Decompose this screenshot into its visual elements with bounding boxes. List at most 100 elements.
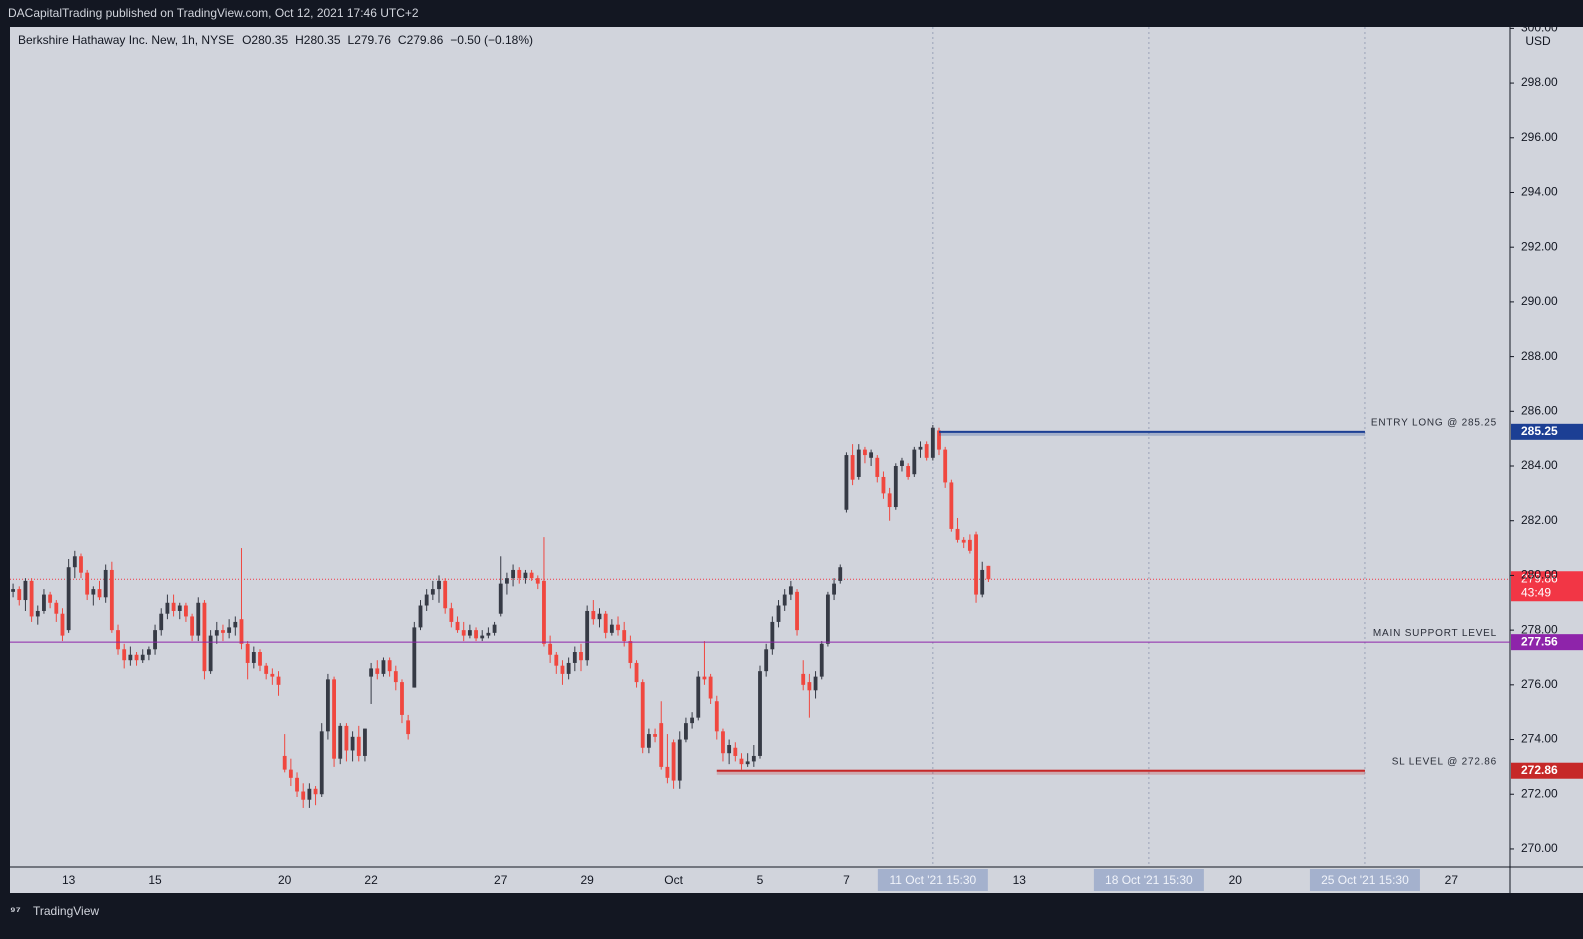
candle-body bbox=[937, 430, 941, 450]
candle-body bbox=[505, 578, 509, 584]
candle-body bbox=[319, 731, 324, 795]
x-tick-label: 15 bbox=[148, 873, 162, 887]
candle-body bbox=[227, 627, 232, 633]
candle-body bbox=[900, 460, 904, 467]
candle-body bbox=[295, 777, 299, 792]
candle-body bbox=[79, 556, 83, 573]
candle-body bbox=[239, 619, 244, 644]
candle-body bbox=[980, 569, 985, 595]
x-tick-label: 13 bbox=[1013, 873, 1027, 887]
countdown: 43:49 bbox=[1521, 585, 1551, 599]
candle-body bbox=[566, 662, 571, 674]
y-tick-label: 288.00 bbox=[1521, 349, 1558, 363]
candle-body bbox=[208, 635, 213, 672]
level-label: SL LEVEL @ 272.86 bbox=[1392, 756, 1497, 767]
x-label-highlight bbox=[1309, 869, 1420, 891]
x-tick-label: 20 bbox=[278, 873, 292, 887]
y-tick-label: 296.00 bbox=[1521, 130, 1558, 144]
candle-body bbox=[622, 630, 627, 642]
ohlc-legend: H280.35 bbox=[295, 33, 341, 47]
candle-body bbox=[702, 676, 707, 680]
candle-body bbox=[381, 660, 386, 674]
candle-body bbox=[591, 610, 596, 620]
candle-body bbox=[42, 594, 46, 611]
candle-body bbox=[97, 589, 102, 598]
y-tick-label: 284.00 bbox=[1521, 458, 1558, 472]
candle-body bbox=[844, 455, 849, 510]
candle-body bbox=[949, 482, 954, 529]
candle-body bbox=[640, 682, 645, 748]
candle-body bbox=[665, 766, 670, 778]
candle-body bbox=[467, 630, 472, 636]
y-tick-label: 298.00 bbox=[1521, 75, 1558, 89]
ohlc-legend: −0.50 (−0.18%) bbox=[450, 33, 533, 47]
candle-body bbox=[782, 594, 787, 606]
x-tick-label: 7 bbox=[843, 873, 850, 887]
y-tick-label: 272.00 bbox=[1521, 786, 1558, 800]
candle-body bbox=[48, 594, 53, 603]
y-tick-label: 286.00 bbox=[1521, 403, 1558, 417]
price-badge bbox=[1511, 423, 1583, 440]
candle-body bbox=[893, 466, 898, 508]
x-tick-label: 25 Oct '21 15:30 bbox=[1321, 873, 1409, 887]
candle-body bbox=[258, 652, 262, 666]
candle-body bbox=[492, 624, 497, 633]
candle-body bbox=[270, 673, 275, 677]
candle-body bbox=[646, 734, 651, 748]
candle-body bbox=[554, 654, 559, 666]
candle-body bbox=[974, 534, 978, 595]
y-tick-label: 300.00 bbox=[1521, 21, 1558, 35]
candle-body bbox=[443, 580, 448, 609]
candle-body bbox=[498, 583, 503, 614]
logo-mark: ⁹⁷ bbox=[10, 904, 21, 918]
candle-body bbox=[85, 572, 90, 595]
candle-body bbox=[758, 671, 762, 756]
candle-body bbox=[875, 457, 880, 477]
candle-body bbox=[764, 649, 769, 672]
candle-body bbox=[634, 662, 639, 683]
candle-body bbox=[91, 589, 96, 595]
price-badge bbox=[1511, 571, 1583, 602]
candle-body bbox=[369, 668, 374, 677]
candle-body bbox=[233, 621, 238, 628]
candle-body bbox=[807, 682, 812, 691]
candle-body bbox=[430, 589, 435, 595]
candle-body bbox=[29, 580, 34, 617]
y-tick-label: 292.00 bbox=[1521, 239, 1558, 253]
candle-body bbox=[350, 736, 355, 751]
candle-body bbox=[967, 539, 972, 551]
candle-body bbox=[869, 452, 874, 458]
chart-title: Berkshire Hathaway Inc. New, 1h, NYSE bbox=[18, 33, 234, 47]
candle-body bbox=[887, 493, 892, 508]
candle-body bbox=[523, 572, 528, 579]
candle-body bbox=[825, 594, 830, 644]
candle-body bbox=[955, 528, 960, 540]
candle-body bbox=[11, 589, 15, 592]
price-badge-label: 285.25 bbox=[1521, 424, 1558, 438]
level-label: ENTRY LONG @ 285.25 bbox=[1371, 417, 1497, 428]
candle-body bbox=[184, 605, 188, 617]
candle-body bbox=[17, 589, 22, 601]
candle-body bbox=[881, 476, 886, 494]
candles bbox=[11, 424, 991, 808]
candle-body bbox=[795, 591, 799, 631]
candle-body bbox=[116, 630, 120, 650]
overlay-layer: ENTRY LONG @ 285.25 285.25 MAIN SUPPORT LE… bbox=[10, 417, 1583, 779]
candle-body bbox=[146, 649, 151, 655]
candle-body bbox=[727, 745, 732, 754]
candle-body bbox=[424, 594, 429, 606]
candle-body bbox=[214, 630, 219, 636]
x-tick-label: Oct bbox=[664, 873, 683, 887]
candle-body bbox=[134, 654, 139, 661]
candle-body bbox=[714, 701, 719, 732]
y-tick-label: 282.00 bbox=[1521, 513, 1558, 527]
candle-body bbox=[412, 627, 417, 688]
candle-body bbox=[66, 567, 71, 631]
candle-body bbox=[961, 539, 966, 543]
candle-body bbox=[128, 654, 133, 661]
candle-body bbox=[387, 660, 392, 672]
x-tick-label: 18 Oct '21 15:30 bbox=[1105, 873, 1193, 887]
candle-body bbox=[572, 652, 577, 663]
